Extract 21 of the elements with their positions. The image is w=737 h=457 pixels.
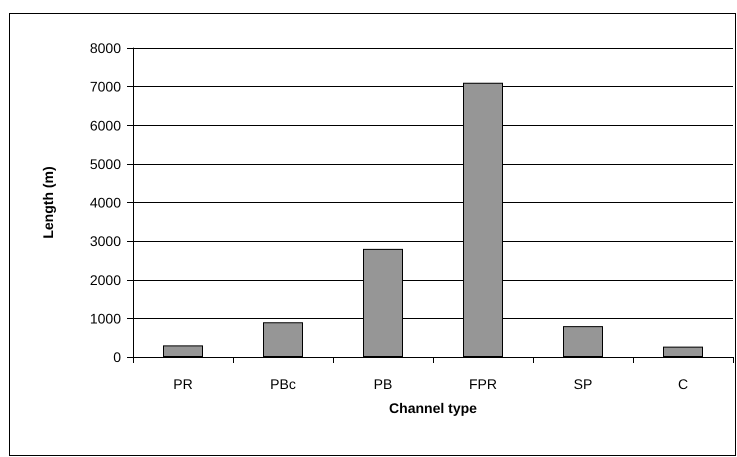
bar	[563, 326, 603, 357]
y-tick-label: 2000	[90, 272, 122, 288]
x-axis-title: Channel type	[389, 400, 478, 416]
y-tick-label: 4000	[90, 194, 122, 210]
y-tick-label: 8000	[90, 40, 122, 56]
y-tick-label: 1000	[90, 310, 122, 326]
y-tick-label: 0	[113, 349, 122, 365]
x-tick-label: C	[678, 376, 688, 392]
x-tick-label: PBc	[270, 376, 296, 392]
bar	[663, 346, 703, 357]
y-tick-label: 7000	[90, 78, 122, 95]
x-tick-label: SP	[574, 376, 592, 392]
y-axis-title: Length (m)	[40, 166, 56, 239]
y-tick-label: 5000	[90, 156, 122, 172]
x-tick-label: FPR	[469, 376, 497, 392]
bar	[163, 345, 203, 357]
y-tick-label: 3000	[90, 233, 122, 250]
x-tick-label: PB	[374, 376, 392, 392]
y-tick-label: 6000	[90, 117, 122, 134]
bar	[263, 322, 303, 357]
x-tick-label: PR	[173, 376, 193, 392]
